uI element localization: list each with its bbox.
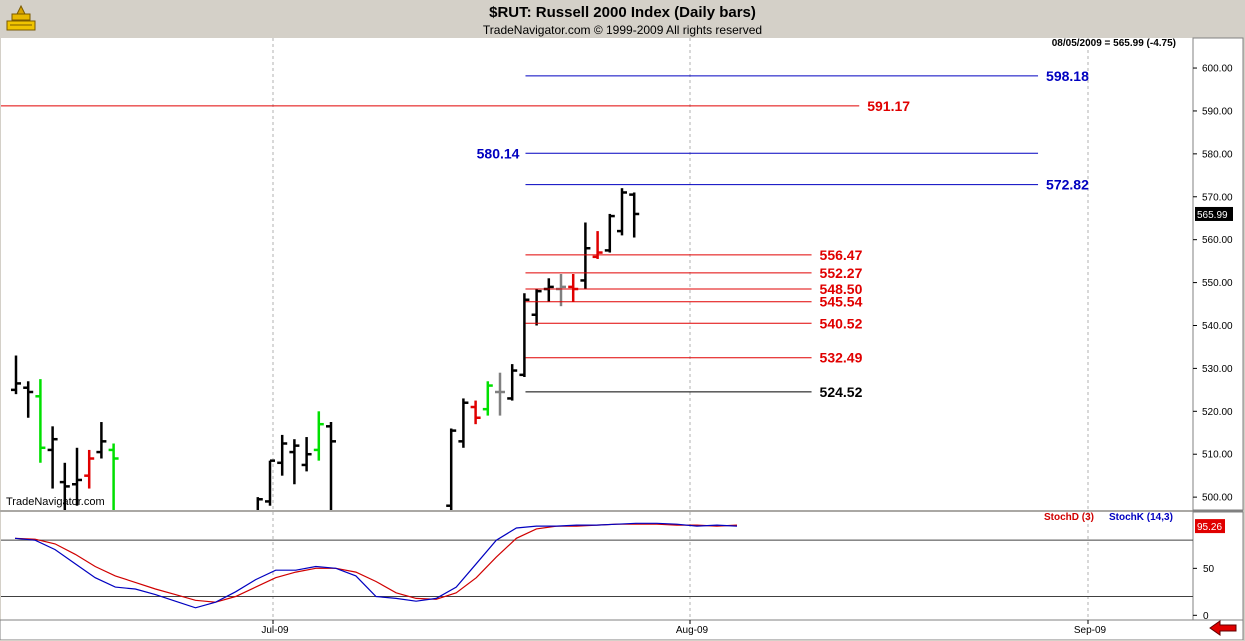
ohlc-bar	[617, 188, 627, 236]
level-label: 591.17	[867, 98, 910, 114]
ohlc-bar	[72, 447, 82, 506]
ohlc-bar	[301, 437, 312, 472]
level-label: 532.49	[820, 350, 863, 366]
ohlc-bar	[277, 434, 288, 476]
price-tick-label: 540.00	[1202, 321, 1233, 332]
time-axis	[0, 619, 1244, 640]
ohlc-bar	[458, 398, 469, 448]
ohlc-bar	[604, 213, 615, 253]
ohlc-bar	[446, 428, 457, 510]
ohlc-bar	[326, 422, 336, 510]
ohlc-bar	[289, 439, 300, 485]
price-plot-area	[1, 38, 1193, 510]
ohlc-bar	[47, 426, 58, 489]
stoch-last-label: 95.26	[1197, 522, 1222, 533]
stoch-d-legend: StochD (3)	[1044, 512, 1094, 523]
price-tick-label: 500.00	[1202, 493, 1233, 504]
level-label: 548.50	[820, 281, 863, 297]
ohlc-bar	[519, 293, 530, 377]
level-label: 580.14	[477, 145, 520, 161]
price-tick-label: 530.00	[1202, 364, 1233, 375]
stoch-tick-label: 0	[1203, 611, 1209, 622]
ohlc-bar	[531, 289, 542, 326]
stoch-k-legend: StochK (14,3)	[1109, 512, 1173, 523]
level-label: 552.27	[820, 265, 863, 281]
ohlc-bar	[507, 364, 518, 401]
last-price-label: 565.99	[1197, 210, 1228, 221]
month-label: Sep-09	[1074, 625, 1107, 636]
level-label: 545.54	[820, 294, 863, 310]
ohlc-bar	[265, 459, 275, 506]
ohlc-bar	[108, 443, 119, 510]
chart-copyright: TradeNavigator.com © 1999-2009 All right…	[482, 23, 763, 37]
ohlc-bar	[482, 381, 493, 416]
ohlc-bar	[23, 381, 34, 418]
price-tick-label: 570.00	[1202, 192, 1233, 203]
price-axis	[1192, 37, 1244, 511]
price-tick-label: 510.00	[1202, 450, 1233, 461]
ohlc-bar	[313, 411, 324, 461]
level-label: 598.18	[1046, 68, 1089, 84]
month-label: Jul-09	[261, 625, 289, 636]
last-bar-status: 08/05/2009 = 565.99 (-4.75)	[1051, 38, 1176, 49]
level-label: 572.82	[1046, 177, 1089, 193]
ohlc-bar	[84, 449, 95, 489]
ohlc-bar	[96, 422, 107, 459]
last-price-tag	[1195, 206, 1233, 221]
ohlc-bar	[59, 462, 70, 510]
level-label: 524.52	[820, 384, 863, 400]
price-tick-label: 520.00	[1202, 407, 1233, 418]
ohlc-bar	[580, 222, 591, 290]
watermark: TradeNavigator.com	[6, 496, 105, 508]
price-tick-label: 590.00	[1202, 106, 1233, 117]
ohlc-bar	[495, 372, 505, 416]
ohlc-bar	[470, 400, 481, 425]
stoch-last-tag	[1195, 519, 1225, 534]
stoch-tick-label: 50	[1203, 564, 1215, 575]
level-label: 556.47	[820, 247, 863, 263]
month-label: Aug-09	[676, 625, 709, 636]
price-tick-label: 550.00	[1202, 278, 1233, 289]
ohlc-bar	[11, 355, 21, 395]
ohlc-bar	[35, 379, 46, 463]
stoch-k-line	[14, 522, 738, 609]
chart-title: $RUT: Russell 2000 Index (Daily bars)	[489, 4, 756, 21]
ohlc-bar	[629, 192, 640, 238]
stoch-plot-area	[1, 512, 1193, 620]
price-tick-label: 600.00	[1202, 64, 1233, 75]
level-label: 540.52	[820, 315, 863, 331]
price-tick-label: 580.00	[1202, 149, 1233, 160]
trade-navigator-logo-icon	[4, 4, 38, 34]
scroll-left-arrow-icon[interactable]	[1208, 620, 1238, 636]
price-tick-label: 560.00	[1202, 235, 1233, 246]
